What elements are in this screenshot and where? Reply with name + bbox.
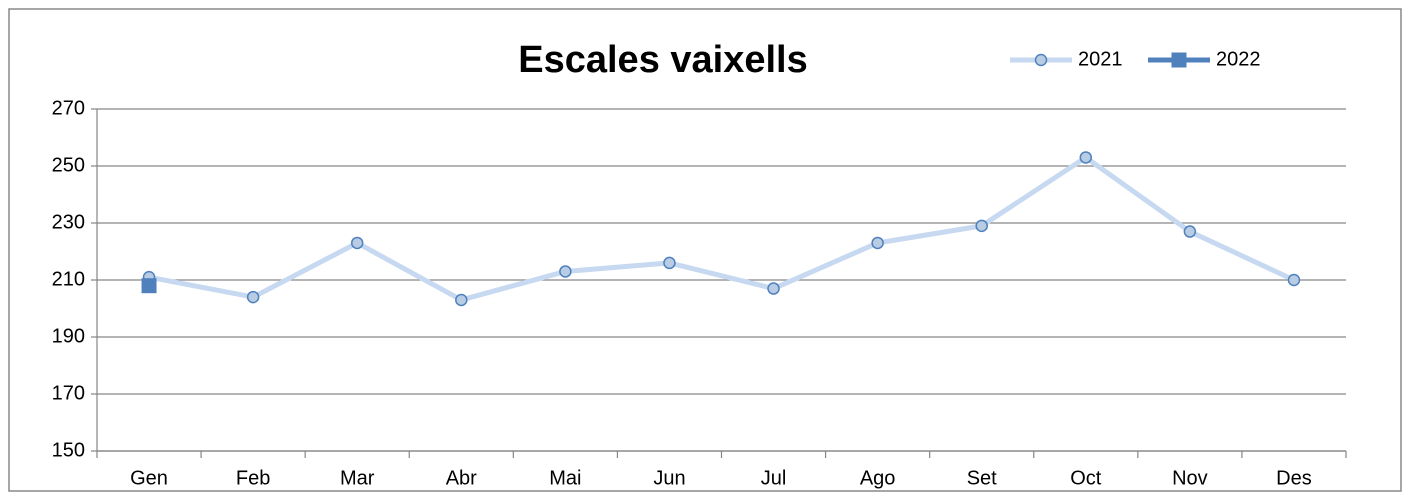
x-tick-label: Mai bbox=[549, 467, 581, 489]
y-tick-label: 210 bbox=[52, 268, 85, 290]
data-point bbox=[1287, 273, 1301, 287]
y-tick-label: 250 bbox=[52, 154, 85, 176]
legend-marker bbox=[1171, 52, 1187, 68]
series-line bbox=[146, 154, 1297, 303]
data-point bbox=[350, 236, 364, 250]
x-tick-label: Nov bbox=[1172, 467, 1208, 489]
legend-marker bbox=[1034, 53, 1048, 67]
chart-title: Escales vaixells bbox=[518, 39, 807, 81]
x-tick-label: Ago bbox=[860, 467, 896, 489]
data-point bbox=[559, 265, 572, 278]
x-tick-label: Mar bbox=[340, 467, 375, 489]
y-tick-label: 230 bbox=[52, 211, 85, 233]
data-point bbox=[455, 293, 468, 307]
y-tick-label: 190 bbox=[52, 325, 85, 347]
x-tick-label: Des bbox=[1276, 467, 1312, 489]
x-tick-label: Gen bbox=[130, 467, 168, 489]
y-tick-label: 270 bbox=[52, 97, 85, 119]
y-tick-label: 170 bbox=[52, 382, 85, 404]
legend-label: 2022 bbox=[1216, 48, 1261, 70]
x-tick-label: Feb bbox=[236, 467, 270, 489]
data-point bbox=[871, 236, 884, 250]
x-tick-label: Oct bbox=[1070, 467, 1102, 489]
x-tick-label: Abr bbox=[446, 467, 477, 489]
x-tick-label: Jul bbox=[761, 467, 787, 489]
data-point bbox=[141, 278, 157, 294]
data-point bbox=[1079, 151, 1093, 164]
x-tick-label: Jun bbox=[653, 467, 685, 489]
data-point bbox=[767, 282, 780, 295]
y-tick-label: 150 bbox=[52, 439, 85, 461]
chart-border bbox=[8, 8, 1402, 492]
data-point bbox=[663, 256, 676, 270]
data-point bbox=[1183, 225, 1197, 238]
data-point bbox=[975, 219, 988, 233]
x-tick-label: Set bbox=[967, 467, 997, 489]
data-point bbox=[246, 290, 260, 304]
legend-label: 2021 bbox=[1078, 48, 1123, 70]
